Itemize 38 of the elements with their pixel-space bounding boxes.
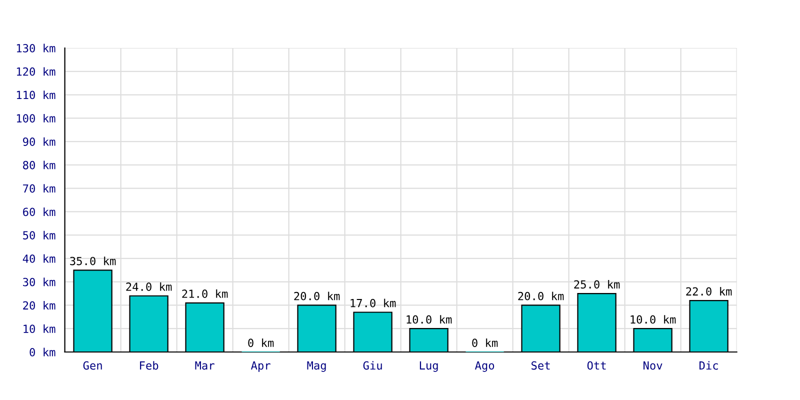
y-tick-label: 40 km <box>22 254 56 263</box>
y-tick-label: 110 km <box>16 90 56 100</box>
data-label: 20.0 km <box>294 292 340 300</box>
x-tick-label: Gen <box>83 361 102 370</box>
y-tick-label: 20 km <box>23 301 56 310</box>
y-tick-label: 80 km <box>23 160 56 170</box>
x-tick-label: Dic <box>700 361 718 370</box>
y-tick-label: 60 km <box>23 208 56 216</box>
data-label: 0 km <box>248 338 274 348</box>
y-tick-label: 120 km <box>16 67 56 76</box>
data-label: 21.0 km <box>182 289 228 298</box>
x-tick-label: Apr <box>250 361 270 372</box>
x-tick-label: Mag <box>307 361 326 372</box>
data-label: 10.0 km <box>406 315 452 324</box>
x-tick-label: Giu <box>363 361 382 370</box>
data-label: 17.0 km <box>350 298 396 308</box>
data-label: 24.0 km <box>126 282 172 291</box>
x-tick-label: Set <box>532 361 550 370</box>
x-tick-label: Nov <box>644 361 662 370</box>
data-label: 0 km <box>472 338 498 348</box>
x-tick-label: Ott <box>587 361 606 370</box>
x-tick-label: Ago <box>474 361 494 372</box>
y-tick-label: 130 km <box>16 44 56 52</box>
y-tick-label: 10 km <box>24 324 56 334</box>
y-tick-label: 0 km <box>30 348 56 356</box>
x-tick-label: Feb <box>140 361 158 370</box>
y-tick-label: 30 km <box>23 278 56 286</box>
x-tick-label: Mar <box>195 361 214 370</box>
data-label: 10.0 km <box>630 315 676 324</box>
data-label: 35.0 km <box>70 256 116 266</box>
y-tick-label: 70 km <box>23 184 56 193</box>
x-tick-label: Lug <box>420 361 438 372</box>
y-tick-label: 90 km <box>23 137 56 146</box>
data-label: 22.0 km <box>686 287 732 296</box>
data-label: 25.0 km <box>574 280 620 289</box>
y-tick-label: 50 km <box>23 230 56 240</box>
y-tick-label: 100 km <box>16 114 56 123</box>
data-label: 20.0 km <box>518 292 564 300</box>
